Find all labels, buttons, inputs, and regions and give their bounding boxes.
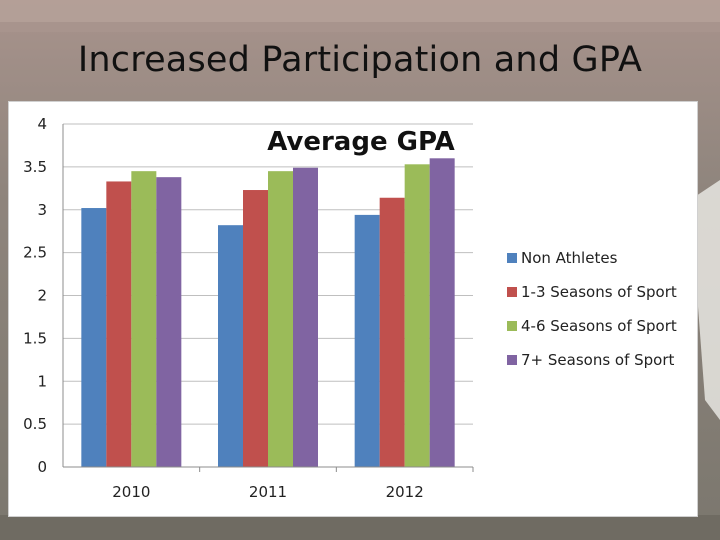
bar — [106, 181, 132, 467]
y-tick-label: 4 — [37, 115, 47, 133]
legend-label: 1-3 Seasons of Sport — [521, 283, 677, 301]
bar-chart: Average GPA 0 0.5 1 1.5 2 2.5 3 3.5 4 2010 2011 201… — [23, 115, 677, 501]
y-tick-label: 1.5 — [23, 329, 47, 347]
bar — [429, 158, 455, 468]
y-tick-label: 1 — [37, 372, 47, 390]
bar — [156, 177, 182, 467]
slide-title: Increased Participation and GPA — [77, 40, 643, 80]
bar — [354, 214, 380, 467]
bar — [379, 197, 405, 467]
y-tick-label: 0.5 — [23, 415, 47, 433]
bar — [243, 190, 268, 467]
x-tick-label: 2012 — [386, 483, 424, 501]
x-tick-label: 2010 — [112, 483, 150, 501]
x-tick-label: 2011 — [249, 483, 287, 501]
bar — [404, 164, 430, 468]
legend-swatch — [507, 355, 517, 365]
bar — [81, 208, 107, 467]
chart-title: Average GPA — [267, 127, 455, 157]
bar — [268, 171, 293, 467]
legend-label: Non Athletes — [521, 249, 618, 267]
chart-panel: Average GPA 0 0.5 1 1.5 2 2.5 3 3.5 4 2010 2011 201… — [8, 101, 698, 517]
y-tick-label: 0 — [37, 458, 47, 476]
y-tick-label: 2 — [37, 287, 47, 305]
legend-swatch — [507, 321, 517, 331]
y-tick-label: 2.5 — [23, 244, 47, 262]
legend-swatch — [507, 287, 517, 297]
y-tick-label: 3 — [37, 201, 47, 219]
bar — [218, 225, 243, 467]
bar — [131, 171, 157, 467]
legend-label: 4-6 Seasons of Sport — [521, 317, 677, 335]
y-tick-label: 3.5 — [23, 158, 47, 176]
bar — [293, 167, 318, 468]
legend-swatch — [507, 253, 517, 263]
legend-label: 7+ Seasons of Sport — [521, 351, 675, 369]
